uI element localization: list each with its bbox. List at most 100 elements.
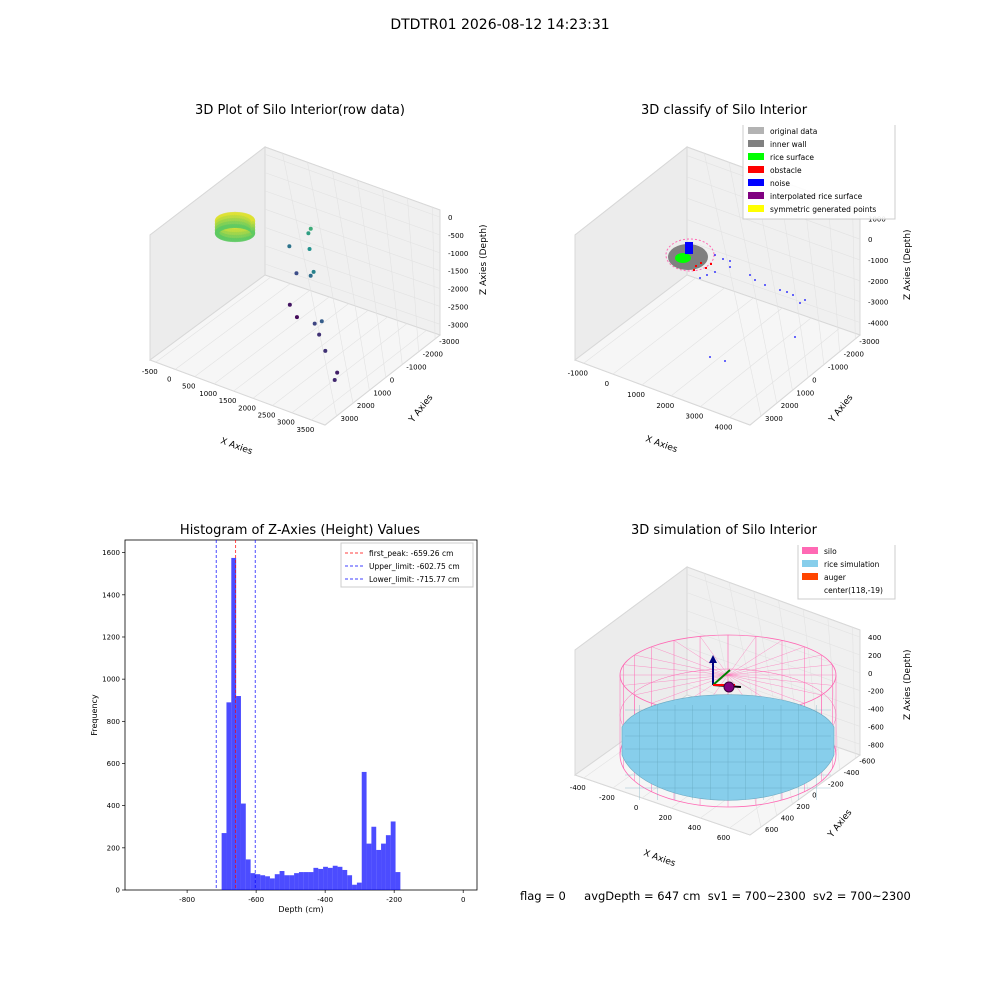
plot1-raw-scatter: -5000500100015002000250030003500-3000-20…: [142, 145, 489, 457]
y-tick-label: 3000: [341, 415, 359, 423]
plot1-xlabel: X Axies: [219, 436, 254, 457]
histogram-bar: [361, 771, 367, 890]
x-tick-label: 4000: [715, 423, 733, 431]
data-point: [306, 231, 311, 236]
noise-point: [724, 360, 726, 362]
x-tick-label: 1000: [199, 390, 217, 398]
plot1-silo-ring: [214, 211, 256, 243]
y-tick-label: 1600: [102, 549, 120, 557]
plot3-legend: first_peak: -659.26 cm Upper_limit: -602.…: [340, 542, 474, 588]
legend-label: obstacle: [770, 166, 802, 175]
histogram-bar: [221, 833, 227, 890]
y-tick-label: -600: [859, 757, 875, 765]
x-tick-label: 600: [717, 834, 730, 842]
status-footer: flag = 0 avgDepth = 647 cm sv1 = 700~230…: [520, 889, 911, 903]
plot2-legend: original data inner wall rice surface obsta…: [742, 125, 896, 220]
y-tick-label: -2000: [844, 351, 864, 359]
legend-swatch: [748, 192, 764, 199]
histogram-bar: [226, 702, 232, 890]
x-tick-label: 0: [167, 375, 171, 383]
z-tick-label: 0: [868, 236, 872, 244]
histogram-bar: [279, 871, 285, 890]
obstacle-point: [700, 262, 702, 264]
plot2-xlabel: X Axies: [644, 434, 679, 455]
noise-point: [729, 266, 731, 268]
x-tick-label: -200: [386, 896, 402, 904]
histogram-bar: [284, 875, 290, 890]
x-tick-label: -1000: [568, 369, 588, 377]
z-tick-label: 400: [868, 634, 881, 642]
x-tick-label: 0: [461, 896, 465, 904]
y-tick-label: 200: [796, 803, 809, 811]
plot4-simulation: -400-2000200400600-600-400-2000200400600…: [570, 545, 913, 869]
histogram-bar: [240, 803, 246, 890]
histogram-bar: [352, 884, 357, 890]
histogram-bar: [265, 876, 270, 890]
x-tick-label: 3000: [277, 419, 295, 427]
legend-label: noise: [770, 179, 790, 188]
noise-point: [729, 260, 731, 262]
flag-text: flag = 0: [520, 889, 566, 903]
noise-point: [799, 302, 801, 304]
y-tick-label: 0: [812, 376, 816, 384]
z-tick-label: -2500: [448, 303, 468, 311]
z-tick-label: -600: [868, 723, 884, 731]
histogram-bar: [231, 557, 237, 890]
sv1-text: sv1 = 700~2300: [707, 889, 806, 903]
y-tick-label: 1400: [102, 591, 120, 599]
histogram-bar: [289, 875, 295, 890]
noise-point: [706, 274, 708, 276]
legend-label: original data: [770, 127, 817, 136]
legend-label: center(118,-19): [824, 586, 883, 595]
data-point: [308, 273, 313, 278]
data-point: [287, 302, 292, 307]
plot4-ylabel: Y Axies: [826, 808, 855, 841]
obstacle-point: [710, 263, 712, 265]
legend-swatch: [748, 140, 764, 147]
legend-label: Lower_limit: -715.77 cm: [369, 575, 459, 584]
z-tick-label: -1500: [448, 268, 468, 276]
x-tick-label: 3500: [296, 426, 314, 434]
x-tick-label: 200: [659, 814, 672, 822]
plot2-symmetric-ring: [665, 238, 715, 272]
noise-point: [786, 291, 788, 293]
histogram-bar: [327, 867, 333, 890]
y-tick-label: -3000: [439, 338, 459, 346]
legend-label: auger: [824, 573, 847, 582]
z-tick-label: -200: [868, 688, 884, 696]
y-tick-label: -200: [828, 780, 844, 788]
histogram-bar: [269, 878, 275, 890]
legend-swatch: [802, 560, 818, 567]
x-tick-label: 0: [605, 380, 609, 388]
x-tick-label: -500: [142, 368, 158, 376]
z-tick-label: -3000: [868, 299, 888, 307]
sv2-text: sv2 = 700~2300: [812, 889, 911, 903]
legend-label: rice surface: [770, 153, 814, 162]
legend-swatch: [748, 179, 764, 186]
x-tick-label: 2500: [258, 412, 276, 420]
y-tick-label: 800: [107, 718, 120, 726]
x-tick-label: 2000: [238, 404, 256, 412]
y-tick-label: 2000: [357, 402, 375, 410]
legend-swatch: [802, 547, 818, 554]
histogram-bar: [318, 868, 324, 890]
x-tick-label: -400: [317, 896, 333, 904]
histogram-bar: [260, 875, 266, 890]
obstacle-point: [693, 269, 695, 271]
plot4-auger-center: [723, 681, 735, 693]
legend-label: inner wall: [770, 140, 807, 149]
z-tick-label: -800: [868, 741, 884, 749]
obstacle-point: [705, 267, 707, 269]
z-tick-label: -1000: [448, 250, 468, 258]
histogram-bar: [303, 872, 309, 890]
histogram-bar: [385, 835, 391, 890]
z-tick-label: 200: [868, 652, 881, 660]
plot1-ylabel: Y Axies: [407, 393, 436, 426]
data-point: [308, 226, 313, 231]
z-tick-label: 0: [868, 670, 872, 678]
histogram-bar: [255, 874, 261, 890]
data-point: [323, 348, 328, 353]
data-point: [319, 319, 324, 324]
x-tick-label: 1000: [627, 391, 645, 399]
histogram-bar: [323, 866, 328, 890]
